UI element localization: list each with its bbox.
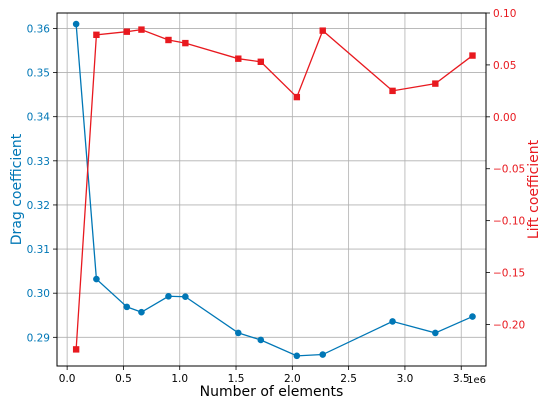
lift-data-point	[389, 87, 396, 95]
x-tick-label: 0.0	[59, 373, 76, 385]
drag-data-point	[432, 329, 439, 337]
plot-frame	[56, 12, 487, 367]
lift-data-point	[123, 28, 131, 35]
left-y-tick-label: 0.32	[27, 200, 50, 212]
drag-data-point	[257, 336, 265, 344]
left-y-tick-label: 0.31	[27, 244, 50, 256]
ticks: 0.0 0.5 1.0 1.5 2.0 2.5 3.0 3.5 0.29 0.30 0.31 0.32…	[27, 8, 526, 385]
lift-data-point	[72, 346, 80, 353]
lift-data-point	[182, 39, 189, 47]
right-y-tick-label: 0.10	[493, 8, 516, 20]
grid	[57, 13, 486, 366]
left-y-tick-label: 0.30	[27, 288, 50, 300]
drag-data-point	[234, 329, 242, 337]
x-tick-label: 2.0	[284, 373, 301, 385]
lift-data-point	[469, 52, 476, 59]
drag-data-point	[165, 292, 172, 300]
left-y-axis-title: Drag coefficient	[9, 133, 25, 245]
lift-series-line	[75, 28, 473, 350]
drag-data-point	[293, 352, 301, 360]
left-y-tick-label: 0.33	[27, 156, 50, 168]
x-tick-label: 1.0	[171, 373, 188, 385]
left-y-tick-label: 0.34	[27, 112, 51, 124]
drag-data-point	[138, 308, 145, 316]
drag-data-point	[389, 318, 396, 325]
right-y-tick-label: 0.00	[493, 112, 516, 124]
drag-data-point	[469, 313, 476, 320]
right-y-axis-title: Lift coefficient	[526, 139, 542, 239]
lift-data-point	[432, 80, 439, 87]
x-tick-label: 3.0	[397, 373, 414, 385]
lift-data-point	[319, 27, 326, 34]
right-y-tick-label: −0.20	[493, 319, 525, 331]
lift-data-point	[93, 31, 100, 39]
drag-data-point	[123, 303, 131, 311]
lift-data-point	[138, 26, 145, 33]
lift-data-point	[293, 93, 301, 101]
left-y-tick-label: 0.36	[27, 23, 51, 35]
right-y-tick-label: −0.05	[493, 164, 525, 176]
right-y-tick-label: −0.10	[493, 216, 525, 228]
lift-data-point	[165, 36, 172, 44]
right-y-tick-label: 0.05	[493, 60, 516, 72]
drag-series-line	[75, 23, 473, 357]
x-tick-label: 2.5	[340, 373, 357, 385]
x-tick-label: 0.5	[115, 373, 132, 385]
x-tick-label: 1.5	[228, 373, 245, 385]
lift-data-point	[257, 58, 265, 65]
drag-data-point	[182, 293, 189, 301]
drag-data-point	[72, 20, 80, 28]
x-axis-offset-label: 1e6	[467, 375, 486, 386]
right-y-tick-label: −0.15	[493, 268, 525, 280]
x-tick-label: 3.5	[453, 373, 470, 385]
x-axis-title: Number of elements	[200, 384, 344, 400]
lift-data-point	[235, 55, 242, 62]
drag-data-point	[319, 351, 327, 358]
drag-data-point	[93, 275, 100, 283]
series	[72, 20, 476, 360]
left-y-tick-label: 0.29	[27, 332, 50, 344]
left-y-tick-label: 0.35	[27, 68, 50, 80]
